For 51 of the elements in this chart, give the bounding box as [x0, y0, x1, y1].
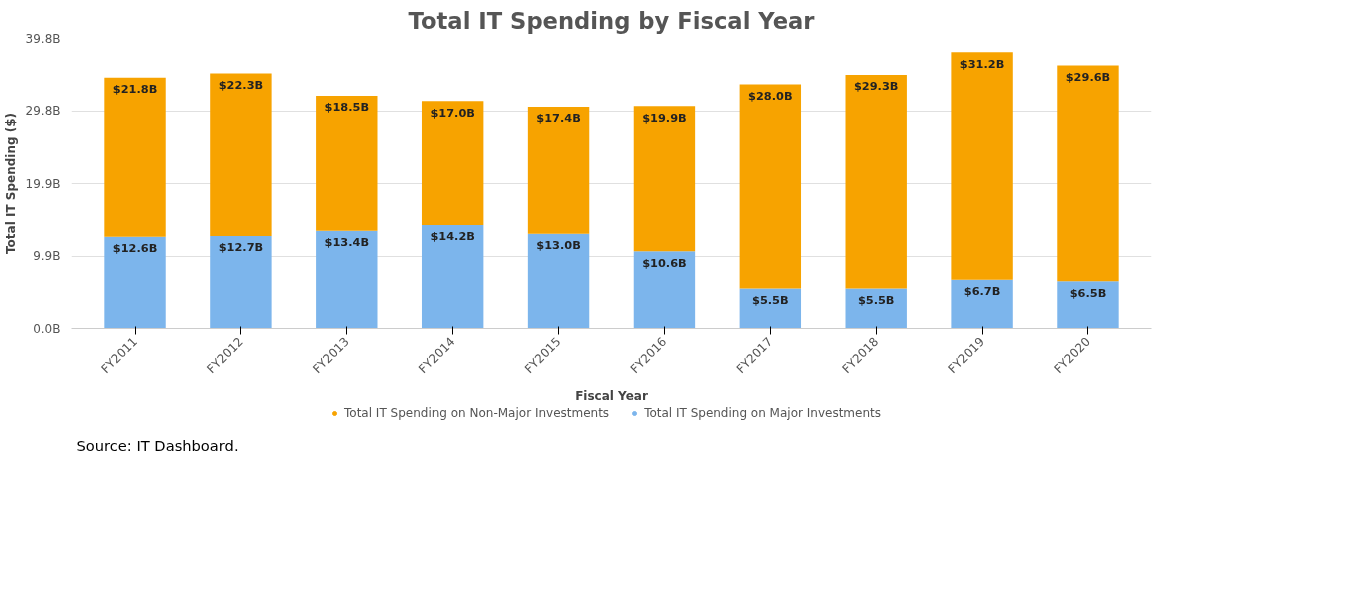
bar	[210, 235, 272, 329]
bar	[951, 52, 1013, 280]
data-label: $12.7B	[218, 240, 264, 255]
x-axis-title: Fiscal Year	[575, 389, 648, 404]
y-tick-label: 0.0B	[33, 321, 61, 336]
data-label: $6.7B	[963, 284, 1001, 299]
bar	[1057, 65, 1119, 282]
bar	[845, 74, 907, 289]
data-label: $13.0B	[536, 238, 581, 253]
bar	[316, 96, 378, 231]
y-tick-label: 9.9B	[33, 249, 61, 264]
bar	[739, 84, 802, 289]
bar	[739, 288, 802, 329]
data-label: $21.8B	[112, 82, 158, 97]
y-tick-label: 19.9B	[25, 176, 61, 191]
data-label: $31.2B	[959, 56, 1005, 71]
bar	[951, 279, 1013, 329]
bar	[527, 106, 590, 234]
data-label: $18.5B	[324, 100, 370, 115]
data-label: $12.6B	[112, 241, 158, 256]
chart-title: Total IT Spending by Fiscal Year	[408, 7, 816, 34]
data-label: $29.6B	[1065, 69, 1111, 84]
data-label: $13.4B	[324, 235, 370, 250]
y-axis-title: Total IT Spending ($)	[3, 112, 18, 255]
bar	[210, 73, 272, 236]
data-label: $10.6B	[642, 255, 687, 270]
bar	[1057, 281, 1119, 329]
bar	[104, 236, 166, 329]
data-label: $5.5B	[752, 292, 789, 307]
source-note: Source: IT Dashboard.	[76, 436, 239, 454]
legend-label: Total IT Spending on Major Investments	[644, 406, 881, 420]
data-label: $19.9B	[642, 110, 687, 125]
y-tick-label: 39.8B	[25, 31, 61, 46]
bar	[421, 101, 484, 226]
data-label: $14.2B	[430, 229, 475, 244]
bar	[845, 288, 907, 329]
data-label: $28.0B	[748, 88, 793, 103]
data-label: $17.4B	[536, 111, 581, 126]
bar	[316, 230, 378, 329]
legend-label: Total IT Spending on Non-Major Investments	[344, 406, 610, 420]
data-label: $29.3B	[853, 79, 899, 94]
y-tick-label: 29.8B	[25, 104, 61, 119]
bar	[104, 77, 166, 237]
bar	[633, 251, 696, 329]
bar	[421, 225, 484, 329]
data-label: $5.5B	[857, 292, 895, 307]
data-label: $17.0B	[430, 105, 475, 120]
data-label: $6.5B	[1069, 285, 1107, 300]
data-label: $22.3B	[218, 77, 264, 92]
bar	[527, 233, 590, 329]
bar	[633, 106, 696, 252]
